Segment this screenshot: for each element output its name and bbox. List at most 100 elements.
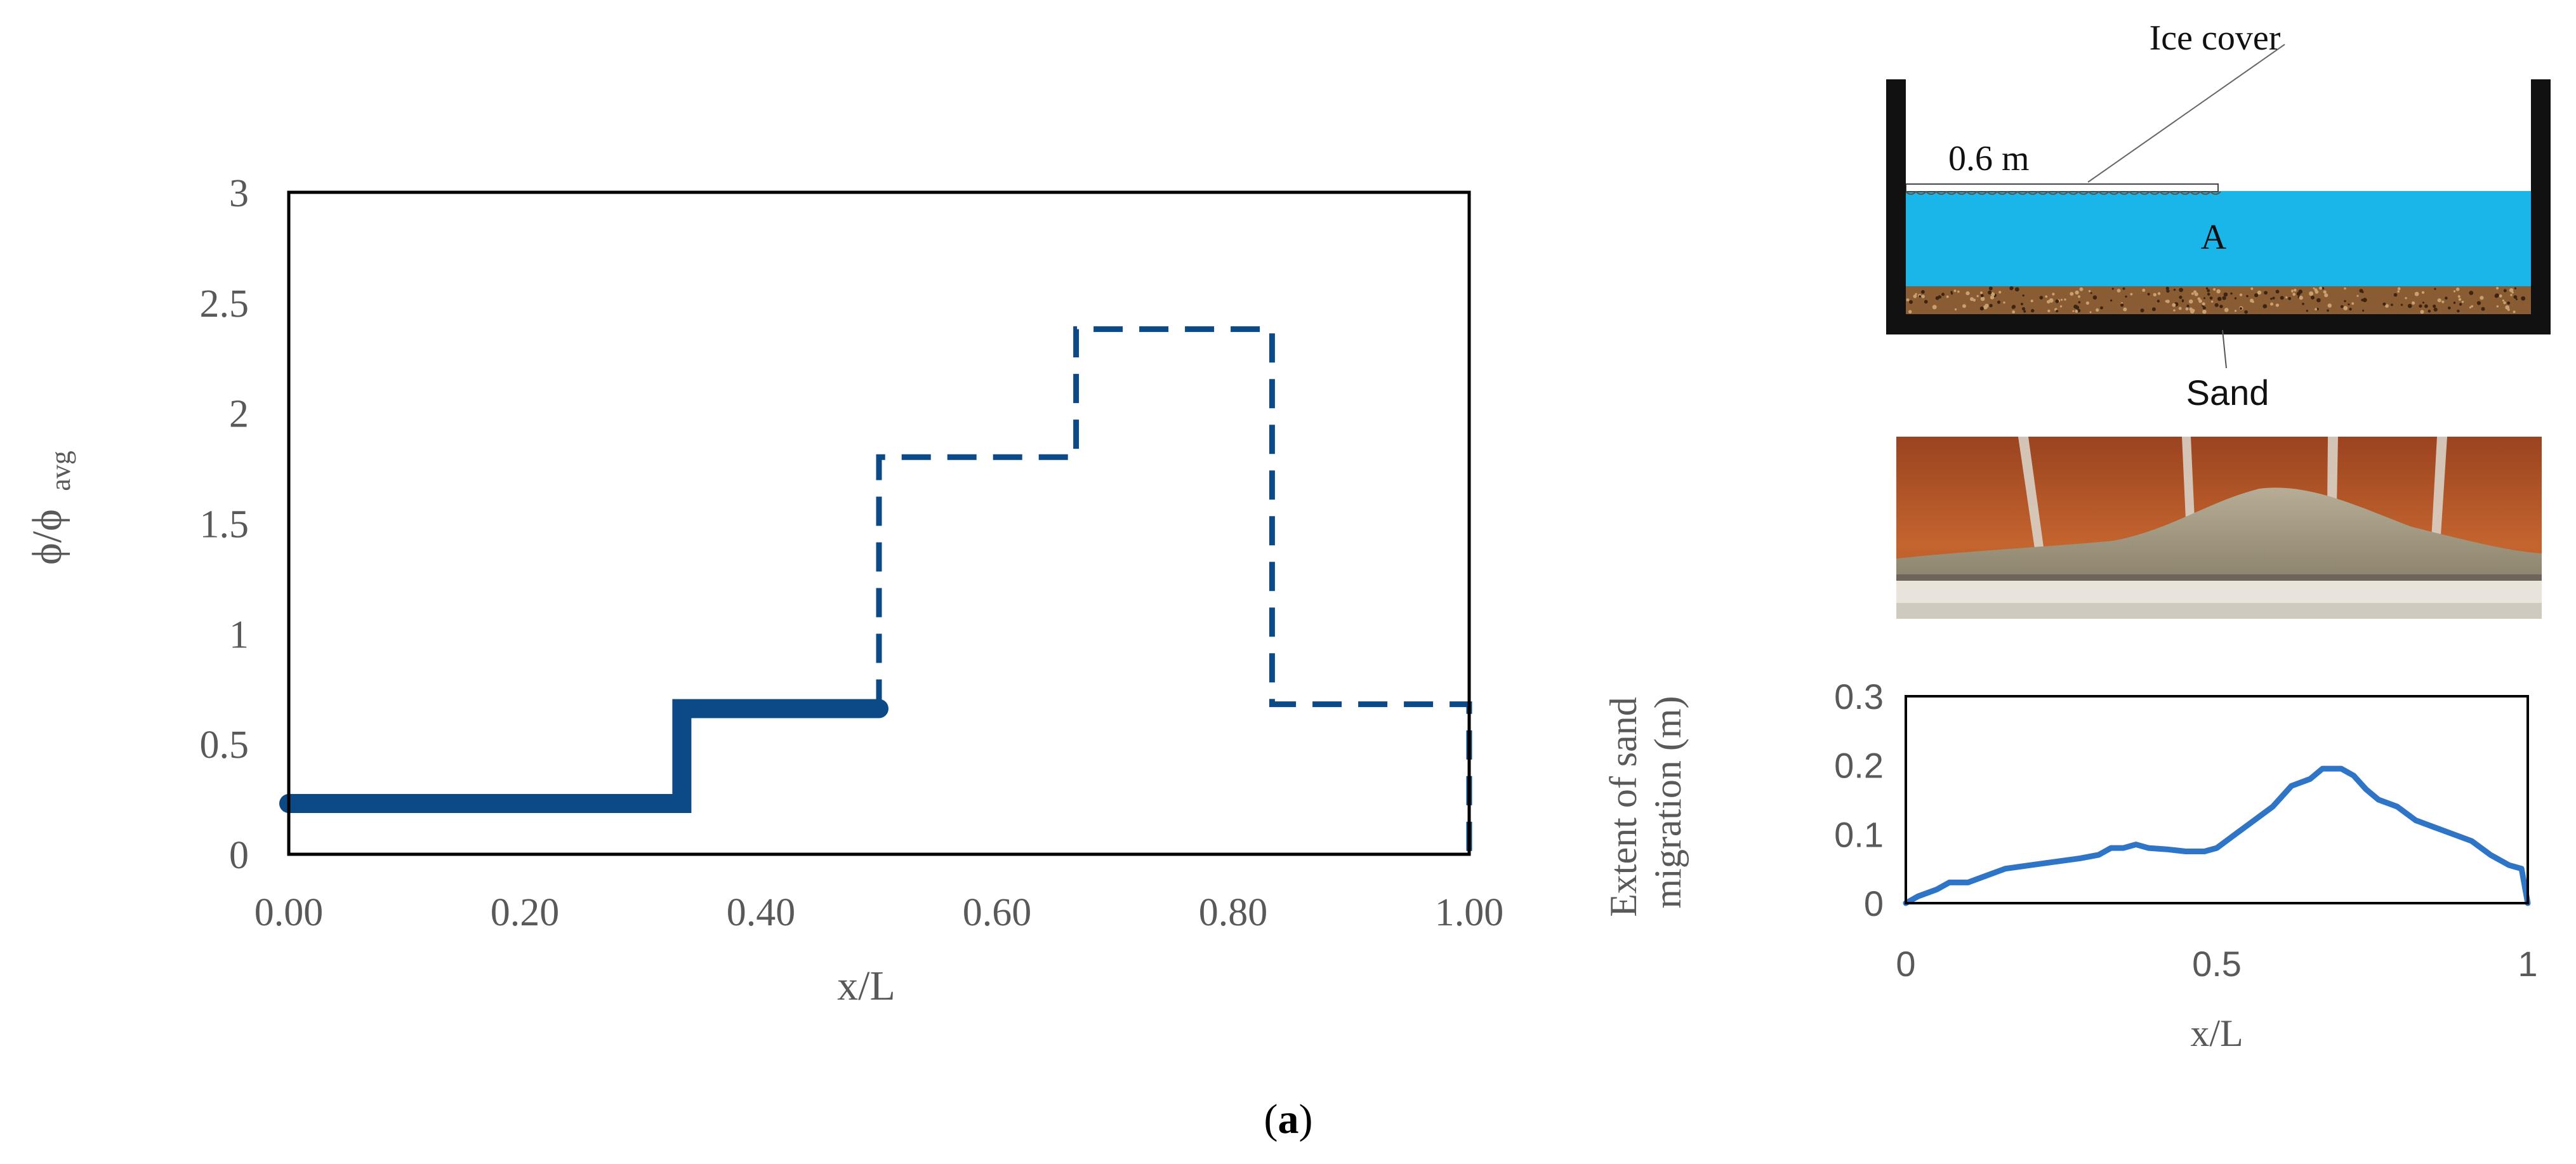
sand-grain <box>2049 298 2054 303</box>
sand-grain <box>2311 295 2315 300</box>
sand-grain <box>2179 288 2184 293</box>
sand-grain <box>2185 307 2189 311</box>
sand-grain <box>2239 307 2242 310</box>
sand-grain <box>2179 295 2183 299</box>
sand-grain <box>2172 303 2176 307</box>
sand-grain <box>1962 304 1966 308</box>
sand-grain <box>2012 310 2016 314</box>
sand-grain <box>2244 310 2248 314</box>
sand-grain <box>2513 295 2518 299</box>
small-x-axis-label: x/L <box>2190 1012 2243 1054</box>
sand-grain <box>2250 287 2254 290</box>
sand-grain <box>2457 309 2460 313</box>
sand-grain <box>2216 289 2221 294</box>
sand-grain <box>2191 308 2195 313</box>
sand-grain <box>2327 309 2329 312</box>
main-y-axis-label-subscript: avg <box>45 451 76 491</box>
sand-grain <box>1950 292 1953 295</box>
sand-grain <box>2003 301 2005 304</box>
main-y-tick-label: 1 <box>229 613 249 656</box>
sand-label: Sand <box>2186 373 2269 413</box>
sand-grain <box>2362 309 2365 312</box>
sand-grain <box>1909 300 1913 304</box>
flume-photo <box>1896 437 2542 619</box>
sand-grain <box>2275 303 2280 307</box>
sand-grain <box>2414 291 2419 296</box>
sand-grain <box>2045 295 2048 298</box>
sand-grain <box>2173 309 2176 312</box>
sand-grain <box>2516 298 2518 301</box>
small-x-tick-label: 1 <box>2518 944 2537 984</box>
sand-grain <box>2100 306 2103 310</box>
small-y-axis-label-line1: Extent of sand <box>1602 697 1644 917</box>
sand-grain <box>2344 287 2346 290</box>
sand-grain <box>2316 298 2321 303</box>
sand-grain <box>2433 307 2438 312</box>
sand-grain <box>2075 310 2078 313</box>
water-region-label: A <box>2201 218 2227 257</box>
sand-grain <box>2344 300 2346 303</box>
sand-grain <box>2264 291 2268 295</box>
small-x-tick-label: 0.5 <box>2192 944 2242 984</box>
small-y-axis-label-line2: migration (m) <box>1647 696 1689 909</box>
main-plot-frame <box>287 190 1471 856</box>
main-y-axis-label-main: ϕ/ϕ <box>24 509 70 565</box>
sand-grain <box>2306 310 2308 312</box>
sand-grain <box>2060 298 2063 301</box>
sand-grain <box>2030 300 2033 303</box>
sand-grain <box>1980 294 1984 298</box>
sand-grain <box>2424 304 2428 308</box>
sand-grain <box>1932 305 1937 310</box>
sand-grain <box>1965 291 1970 296</box>
sand-grain <box>2056 310 2059 313</box>
sand-grain <box>2441 300 2445 303</box>
main-y-tick-label: 2.5 <box>200 282 249 326</box>
sand-grain <box>2509 288 2514 293</box>
sand-grain <box>1979 291 1983 294</box>
sand-grain <box>2434 288 2436 290</box>
sand-grain <box>2092 295 2097 300</box>
sand-grain <box>2499 294 2502 298</box>
sand-grain <box>2223 292 2228 297</box>
sand-grain <box>2198 299 2202 303</box>
sand-grain <box>2397 287 2401 291</box>
sand-grain <box>2480 296 2484 300</box>
sand-grain <box>2457 295 2460 298</box>
sand-grain <box>2120 303 2124 307</box>
sand-grain <box>2294 289 2297 292</box>
sand-grain <box>2385 304 2389 308</box>
sand-grain <box>2009 286 2014 291</box>
sand-grain <box>2188 299 2193 304</box>
sand-grain <box>2219 305 2223 308</box>
sand-grain <box>2203 297 2205 300</box>
sand-grain <box>2194 292 2198 296</box>
figure-caption: (a) <box>1264 1096 1313 1142</box>
sand-grain <box>1997 300 2001 304</box>
small-plot-frame <box>1905 695 2529 904</box>
main-x-tick-label: 1.00 <box>1435 891 1504 934</box>
sand-grain <box>1976 294 1979 298</box>
sand-grain <box>2343 306 2348 310</box>
sand-grain <box>2234 297 2237 300</box>
sand-grain <box>2315 290 2319 294</box>
main-x-tick-label: 0.80 <box>1199 891 1268 934</box>
sand-grain <box>1941 293 1945 296</box>
sand-grain <box>1913 294 1917 298</box>
photo-floor-edge <box>1896 574 2542 581</box>
sand-grain <box>2407 303 2412 308</box>
depth-label: 0.6 m <box>1948 139 2030 178</box>
sand-grain <box>1921 290 1925 294</box>
sand-grain <box>2012 305 2016 309</box>
sand-texture <box>1906 286 2526 314</box>
sand-grain <box>1921 294 1925 298</box>
main-step-chart: 0 0.5 1 1.5 2 2.5 3 0.00 0.20 0.40 0.60 0.80 1.00 x… <box>24 172 1503 1009</box>
sand-grain <box>2481 307 2485 311</box>
sand-grain <box>2507 308 2510 311</box>
sand-grain <box>2023 310 2026 313</box>
caption-close-paren: ) <box>1299 1096 1313 1142</box>
main-y-axis-label: ϕ/ϕ avg <box>24 451 76 565</box>
sand-grain <box>1990 295 1995 300</box>
sand-grain <box>2511 291 2514 294</box>
sand-grain <box>2151 307 2156 312</box>
sand-grain <box>2324 293 2328 298</box>
